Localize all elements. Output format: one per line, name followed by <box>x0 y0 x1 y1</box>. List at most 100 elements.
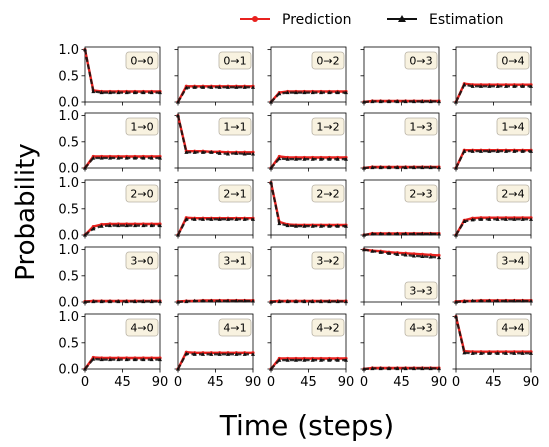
estimation-point <box>420 165 425 170</box>
estimation-line <box>84 357 160 370</box>
x-tick-label: 45 <box>393 375 410 390</box>
estimation-point <box>310 299 315 304</box>
x-axis-label: Time (steps) <box>219 409 394 442</box>
estimation-point <box>99 223 104 228</box>
estimation-point <box>217 298 222 303</box>
estimation-point <box>141 357 146 362</box>
estimation-point <box>487 298 492 303</box>
estimation-point <box>520 84 525 88</box>
estimation-point <box>412 99 416 104</box>
estimation-line <box>363 232 439 237</box>
panel-label: 1→0 <box>130 121 153 134</box>
y-tick-label: 1.0 <box>58 243 79 258</box>
panel-label: 2→1 <box>223 188 246 201</box>
estimation-point <box>201 150 205 154</box>
estimation-point <box>370 366 375 371</box>
estimation-point <box>470 351 475 355</box>
estimation-point <box>294 223 298 228</box>
estimation-line <box>177 352 253 370</box>
panel-label-box <box>404 184 438 203</box>
estimation-point <box>116 223 121 228</box>
estimation-line <box>455 299 531 304</box>
panel-3-3: 3→3 <box>360 246 441 306</box>
estimation-point <box>395 252 400 256</box>
panel-label: 0→0 <box>130 55 153 68</box>
x-tick-label: 45 <box>207 375 224 390</box>
legend-entry-prediction: Prediction <box>240 12 352 28</box>
estimation-point <box>370 99 375 104</box>
panel-label: 1→4 <box>501 121 524 134</box>
estimation-point <box>209 352 214 356</box>
estimation-point <box>487 149 492 153</box>
estimation-point <box>344 299 348 304</box>
estimation-point <box>108 299 112 304</box>
estimation-line <box>270 359 346 370</box>
estimation-point <box>302 299 307 304</box>
estimation-point <box>108 357 112 362</box>
estimation-point <box>344 156 348 161</box>
estimation-point <box>192 298 197 303</box>
estimation-line <box>83 49 160 94</box>
panel-4-4: 0 45 90 4→4 <box>452 313 539 390</box>
estimation-point <box>184 217 189 221</box>
estimation-point <box>192 150 197 154</box>
estimation-point <box>378 250 383 254</box>
estimation-point <box>529 84 533 88</box>
estimation-point <box>327 156 332 161</box>
estimation-point <box>437 99 441 104</box>
panel-1-1: 1→1 <box>174 112 255 172</box>
estimation-point <box>327 90 332 95</box>
y-tick-label: 0.0 <box>58 229 79 244</box>
estimation-point <box>344 357 348 362</box>
estimation-point <box>362 99 366 104</box>
estimation-point <box>370 165 375 170</box>
estimation-point <box>201 85 205 89</box>
y-tick-label: 1.0 <box>58 109 79 124</box>
x-tick-label: 0 <box>452 375 460 390</box>
estimation-point <box>403 99 408 104</box>
estimation-line <box>270 91 346 103</box>
estimation-line <box>177 86 253 103</box>
estimation-point <box>302 90 307 95</box>
estimation-point <box>495 149 500 153</box>
estimation-line <box>177 299 253 304</box>
y-tick-label: 1.0 <box>58 176 79 191</box>
estimation-point <box>504 217 508 221</box>
estimation-point <box>149 299 154 304</box>
panel-0-2: 0→2 <box>267 46 348 106</box>
panel-label: 2→2 <box>316 188 339 201</box>
estimation-point <box>335 156 340 161</box>
estimation-point <box>133 90 137 95</box>
estimation-point <box>83 299 87 304</box>
estimation-point <box>83 232 87 237</box>
estimation-point <box>116 299 121 304</box>
estimation-point <box>176 99 180 104</box>
estimation-point <box>370 231 375 236</box>
estimation-point <box>428 254 433 259</box>
estimation-point <box>158 223 162 228</box>
panel-2-3: 2→3 <box>360 179 441 239</box>
estimation-point <box>403 366 408 371</box>
estimation-point <box>91 89 96 94</box>
estimation-point <box>201 298 205 303</box>
estimation-point <box>226 217 230 221</box>
estimation-point <box>462 219 467 223</box>
estimation-point <box>149 90 154 95</box>
estimation-point <box>217 217 222 221</box>
estimation-point <box>479 298 483 303</box>
estimation-point <box>234 151 239 155</box>
estimation-point <box>487 84 492 88</box>
estimation-point <box>387 366 391 371</box>
estimation-point <box>302 223 307 228</box>
estimation-point <box>133 155 137 160</box>
estimation-point <box>403 252 408 257</box>
estimation-point <box>428 366 433 371</box>
estimation-point <box>327 357 332 362</box>
estimation-point <box>428 231 433 236</box>
estimation-point <box>504 351 508 355</box>
estimation-point <box>269 165 273 170</box>
estimation-point <box>251 217 255 221</box>
panel-label: 0→4 <box>501 55 524 68</box>
estimation-point <box>504 298 508 303</box>
y-tick-label: 0.5 <box>58 135 79 150</box>
